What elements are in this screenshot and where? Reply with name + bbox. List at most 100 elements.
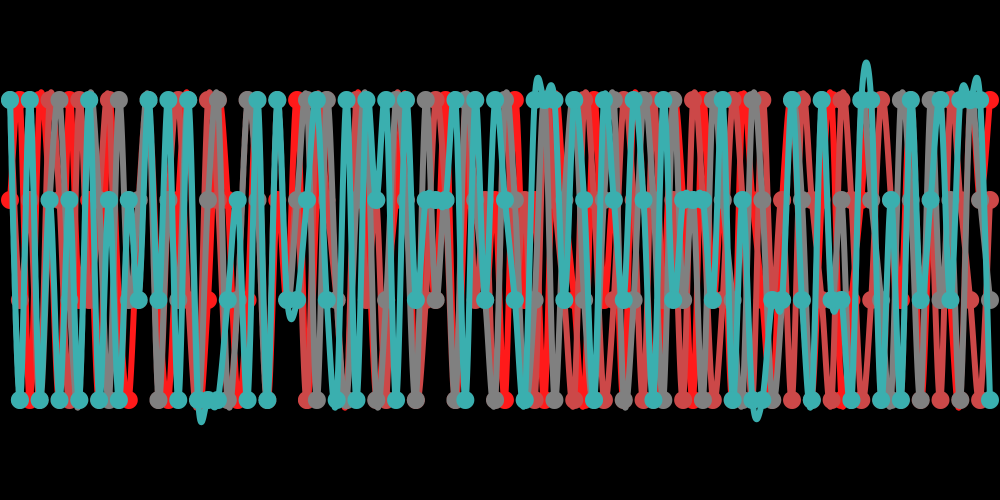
series-4-point-48	[476, 291, 495, 309]
series-4-point-72	[713, 91, 732, 109]
series-4-point-60	[594, 91, 613, 109]
series-4-point-85	[842, 391, 861, 409]
series-4-point-87	[862, 91, 881, 109]
series-4-point-51	[505, 291, 524, 309]
series-3-point-55	[545, 391, 564, 409]
series-3-point-49	[486, 391, 505, 409]
series-4-point-2	[20, 91, 39, 109]
series-4-point-95	[941, 291, 960, 309]
series-4-point-55	[545, 91, 564, 109]
series-4-point-59	[585, 391, 604, 409]
series-4-point-9	[90, 391, 109, 409]
series-4-point-91	[901, 91, 920, 109]
series-2-point-69	[684, 91, 703, 109]
series-4-point-58	[575, 191, 594, 209]
series-4-point-98	[971, 91, 990, 109]
series-4-point-16	[159, 91, 178, 109]
series-3-point-41	[406, 391, 425, 409]
series-4-point-65	[644, 391, 663, 409]
series-3-point-62	[614, 391, 633, 409]
series-4-point-23	[228, 191, 247, 209]
series-4-point-46	[456, 391, 475, 409]
series-2-point-79	[783, 391, 802, 409]
series-4-point-47	[466, 91, 485, 109]
series-4-point-4	[40, 191, 59, 209]
series-4-point-12	[119, 191, 138, 209]
series-4-point-3	[30, 391, 49, 409]
series-4-point-84	[832, 291, 851, 309]
series-4-point-39	[387, 391, 406, 409]
series-4-point-88	[872, 391, 891, 409]
series-4-point-50	[495, 191, 514, 209]
series-3-point-37	[367, 391, 386, 409]
series-4-point-64	[634, 191, 653, 209]
series-4-point-18	[179, 91, 198, 109]
series-2-point-68	[674, 391, 693, 409]
series-2-point-83	[822, 391, 841, 409]
series-4-point-29	[288, 291, 307, 309]
series-4-point-94	[931, 91, 950, 109]
series-4-point-62	[614, 291, 633, 309]
series-4-point-8	[80, 91, 99, 109]
series-4-point-61	[604, 191, 623, 209]
series-4-point-37	[367, 191, 386, 209]
series-4-point-44	[436, 191, 455, 209]
series-4-point-34	[337, 91, 356, 109]
series-4-point-49	[486, 91, 505, 109]
series-4-point-79	[783, 91, 802, 109]
series-4-point-81	[802, 391, 821, 409]
series-3-point-84	[832, 191, 851, 209]
series-2-point-57	[565, 391, 584, 409]
series-3-point-43	[426, 291, 445, 309]
series-4-point-41	[406, 291, 425, 309]
series-3-point-31	[307, 391, 326, 409]
series-4-point-67	[664, 291, 683, 309]
series-4-point-33	[327, 391, 346, 409]
series-4-point-35	[347, 391, 366, 409]
series-3-point-75	[743, 91, 762, 109]
series-4-point-13	[129, 291, 148, 309]
series-4-point-21	[208, 391, 227, 409]
series-4-point-45	[446, 91, 465, 109]
series-4-point-11	[109, 391, 128, 409]
series-4-point-90	[891, 391, 910, 409]
series-4-point-52	[515, 391, 534, 409]
series-4-point-30	[297, 191, 316, 209]
series-4-point-22	[218, 291, 237, 309]
series-4-point-66	[654, 91, 673, 109]
series-3-point-15	[149, 391, 168, 409]
series-4-point-7	[70, 391, 89, 409]
series-4-point-70	[693, 191, 712, 209]
series-4-point-80	[792, 291, 811, 309]
series-4-point-56	[555, 291, 574, 309]
series-3-point-42	[416, 91, 435, 109]
series-4-point-36	[357, 91, 376, 109]
series-4-point-89	[882, 191, 901, 209]
series-4-point-32	[317, 291, 336, 309]
series-4-point-40	[396, 91, 415, 109]
series-4-point-5	[50, 391, 69, 409]
series-3-point-11	[109, 91, 128, 109]
series-4-point-93	[921, 191, 940, 209]
series-4-point-31	[307, 91, 326, 109]
series-4-point-25	[248, 91, 267, 109]
series-2-point-94	[931, 391, 950, 409]
series-4-point-15	[149, 291, 168, 309]
series-4-point-1	[10, 391, 29, 409]
series-4-point-0	[1, 91, 19, 109]
series-4-point-74	[733, 191, 752, 209]
series-4-point-17	[169, 391, 188, 409]
series-4-point-57	[565, 91, 584, 109]
series-4-point-63	[624, 91, 643, 109]
series-3-point-92	[911, 391, 930, 409]
series-4-point-24	[238, 391, 257, 409]
series-3-point-70	[693, 391, 712, 409]
series-3-point-76	[753, 191, 772, 209]
series-4-point-6	[60, 191, 79, 209]
series-4-point-73	[723, 391, 742, 409]
series-3-point-5	[50, 91, 69, 109]
series-2-point-84	[832, 91, 851, 109]
series-3-point-96	[951, 391, 970, 409]
